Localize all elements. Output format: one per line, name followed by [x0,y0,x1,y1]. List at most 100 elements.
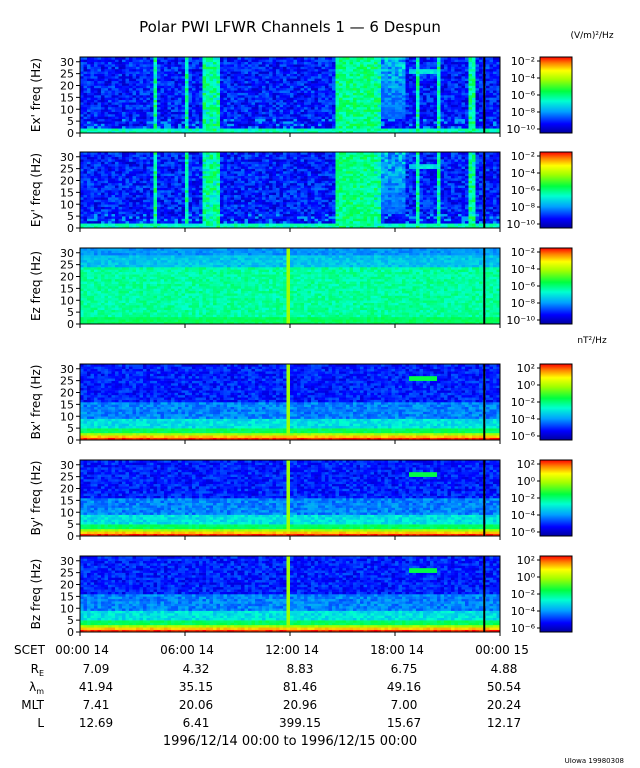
heatmap-cell [244,130,249,134]
heatmap-cell [405,106,410,110]
heatmap-cell [171,190,175,193]
heatmap-cell [279,80,284,84]
heatmap-cell [465,78,469,82]
heatmap-cell [178,154,182,158]
heatmap-cell [181,59,186,63]
heatmap-cell [342,61,347,65]
heatmap-cell [423,123,427,127]
heatmap-cell [244,125,249,129]
heatmap-cell [426,111,431,115]
heatmap-cell [101,106,105,110]
heatmap-cell [115,166,119,169]
heatmap-cell [493,85,497,89]
heatmap-cell [143,156,147,160]
heatmap-cell [125,95,130,98]
heatmap-cell [122,185,126,188]
heatmap-cell [157,218,161,222]
heatmap-cell [125,118,130,122]
heatmap-cell [171,161,175,165]
heatmap-cell [164,218,168,222]
heatmap-cell [300,92,305,96]
heatmap-cell [206,99,210,103]
heatmap-cell [293,116,298,120]
heatmap-cell [444,59,448,63]
heatmap-cell [314,92,319,96]
heatmap-cell [276,102,280,105]
heatmap-cell [167,209,172,212]
heatmap-cell [150,201,154,205]
heatmap-cell [454,87,459,91]
heatmap-cell [272,71,277,74]
heatmap-cell [157,78,161,82]
heatmap-cell [454,128,459,131]
heatmap-cell [269,118,273,122]
heatmap-cell [174,225,179,229]
heatmap-cell [202,92,207,96]
heatmap-cell [318,102,322,105]
heatmap-cell [101,220,105,224]
heatmap-cell [416,71,420,74]
heatmap-cell [430,92,434,96]
heatmap-cell [171,85,175,89]
heatmap-cell [202,128,207,131]
heatmap-cell [346,85,350,89]
heatmap-cell [251,61,256,65]
heatmap-cell [195,197,200,200]
heatmap-cell [269,57,273,60]
heatmap-cell [181,104,186,108]
heatmap-cell [188,64,193,67]
heatmap-cell [174,199,179,203]
heatmap-cell [465,116,469,120]
heatmap-cell [223,76,228,79]
heatmap-cell [188,114,193,117]
heatmap-cell [164,204,168,207]
heatmap-cell [80,190,84,193]
heatmap-cell [468,109,473,112]
heatmap-cell [143,61,147,65]
heatmap-cell [272,97,277,101]
heatmap-cell [370,68,375,72]
heatmap-cell [451,76,455,79]
heatmap-cell [272,85,277,89]
heatmap-cell [272,102,277,105]
heatmap-cell [188,76,193,79]
heatmap-cell [181,92,186,96]
heatmap-cell [178,206,182,210]
heatmap-cell [314,114,319,117]
heatmap-cell [493,125,497,129]
heatmap-cell [202,125,207,129]
heatmap-cell [461,66,466,70]
heatmap-cell [409,102,413,105]
heatmap-cell [437,90,441,93]
heatmap-cell [293,106,298,110]
heatmap-cell [489,116,494,120]
heatmap-cell [118,197,123,200]
heatmap-cell [209,125,214,129]
heatmap-cell [486,104,490,108]
heatmap-cell [342,59,347,63]
heatmap-cell [395,102,399,105]
heatmap-cell [174,204,179,207]
heatmap-cell [377,78,382,82]
heatmap-cell [360,109,364,112]
heatmap-cell [104,116,109,120]
heatmap-cell [125,216,130,219]
heatmap-cell [185,211,189,215]
heatmap-cell [192,209,196,212]
heatmap-cell [150,116,154,120]
heatmap-cell [321,61,326,65]
heatmap-cell [325,128,329,131]
heatmap-cell [101,99,105,103]
heatmap-cell [157,64,161,67]
heatmap-cell [199,204,203,207]
heatmap-cell [395,68,399,72]
heatmap-cell [335,95,340,98]
heatmap-cell [342,99,347,103]
heatmap-cell [192,154,196,158]
heatmap-cell [272,83,277,86]
heatmap-cell [174,211,179,215]
heatmap-cell [419,123,424,127]
heatmap-cell [160,161,165,165]
heatmap-cell [164,106,168,110]
heatmap-cell [171,173,175,177]
